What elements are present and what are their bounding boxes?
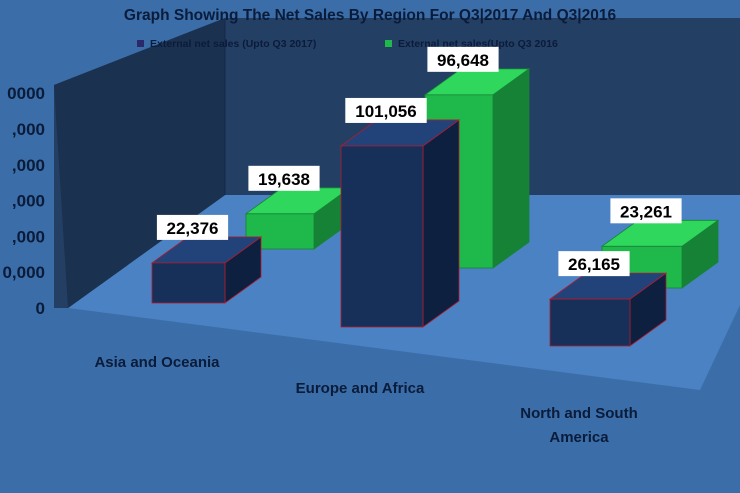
category-label: Europe and Africa <box>296 380 425 397</box>
data-labels: 19,638 96,648 23,261 22,376 101,056 26,165 <box>156 46 682 277</box>
bar-2017-front <box>549 298 631 347</box>
chart-title: Graph Showing The Net Sales By Region Fo… <box>124 7 617 24</box>
bar-2017-front <box>151 262 226 304</box>
data-label-box <box>427 46 499 72</box>
data-label-text: 26,165 <box>568 255 620 274</box>
y-tick-label: ,000 <box>12 156 45 175</box>
data-label-text: 23,261 <box>620 202 672 221</box>
data-label-box <box>558 251 630 277</box>
data-label: 22,376 <box>156 214 229 240</box>
y-tick-label: ,000 <box>12 192 45 211</box>
x-axis-categories: Asia and Oceania Europe and Africa North a… <box>94 354 637 446</box>
legend-label-2017: External net sales (Upto Q3 2017) <box>150 38 316 50</box>
y-tick-label: 0 <box>36 299 45 318</box>
data-label-text: 19,638 <box>258 170 310 189</box>
bar-2017-front <box>340 145 424 328</box>
category-label: North and South <box>520 405 637 422</box>
data-label-box <box>156 214 229 240</box>
data-label-text: 22,376 <box>167 219 219 238</box>
y-tick-label: ,000 <box>12 120 45 139</box>
data-label: 26,165 <box>558 251 630 277</box>
side-wall <box>54 18 225 308</box>
y-tick-label: 0,000 <box>2 263 45 282</box>
data-label-box <box>610 198 682 224</box>
legend-swatch-2017 <box>137 40 144 47</box>
data-label: 23,261 <box>610 198 682 224</box>
data-label: 19,638 <box>248 165 320 191</box>
data-label: 96,648 <box>427 46 499 72</box>
bar-2016-side <box>492 68 530 269</box>
y-axis-ticks: 0 0,000 ,000 ,000 ,000 ,000 0000 <box>2 84 45 318</box>
y-tick-label: ,000 <box>12 227 45 246</box>
category-label: America <box>549 429 609 446</box>
chart-title-group: Graph Showing The Net Sales By Region Fo… <box>124 7 617 24</box>
bar-2017-side <box>422 119 460 328</box>
data-label-text: 96,648 <box>437 51 489 70</box>
data-label: 101,056 <box>345 97 427 123</box>
legend-swatch-2016 <box>385 40 392 47</box>
data-label-box <box>345 97 427 123</box>
category-label: Asia and Oceania <box>94 354 220 371</box>
data-label-text: 101,056 <box>355 102 416 121</box>
data-label-box <box>248 165 320 191</box>
y-tick-label: 0000 <box>7 84 45 103</box>
